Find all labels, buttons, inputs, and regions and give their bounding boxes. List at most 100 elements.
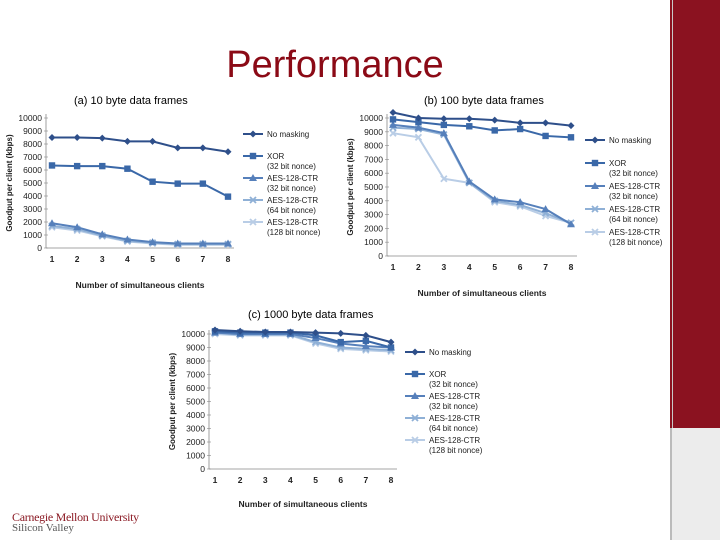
legend-label: AES-128-CTR xyxy=(267,196,318,205)
legend-marker xyxy=(591,228,599,236)
chart-a-svg: 0 1000 2000 3000 4000 5000 6000 7000 8000 9000 100… xyxy=(5,113,321,290)
data-point xyxy=(123,137,131,145)
data-point xyxy=(312,329,320,337)
legend-sublabel: (32 bit nonce) xyxy=(429,380,478,389)
y-tick-label: 9000 xyxy=(364,127,383,137)
x-tick-label: 5 xyxy=(313,475,318,485)
data-point xyxy=(414,123,423,131)
data-point xyxy=(387,338,395,346)
y-tick-label: 1000 xyxy=(186,451,205,461)
legend-label: AES-128-CTR xyxy=(267,174,318,183)
y-tick-label: 3000 xyxy=(186,424,205,434)
legend-label: XOR xyxy=(609,159,627,168)
data-point xyxy=(387,344,395,351)
legend-label: AES-128-CTR xyxy=(609,182,660,191)
side-accent-divider xyxy=(672,0,673,540)
x-tick-label: 8 xyxy=(389,475,394,485)
chart-c-caption: (c) 1000 byte data frames xyxy=(248,309,374,321)
data-point xyxy=(440,175,448,183)
data-point xyxy=(48,162,56,169)
y-axis-label: Goodput per client (kbps) xyxy=(5,134,14,232)
x-tick-label: 1 xyxy=(213,475,218,485)
data-point xyxy=(261,328,269,336)
legend-marker xyxy=(591,159,599,167)
legend-entry: AES-128-CTR(64 bit nonce) xyxy=(405,414,480,433)
data-point xyxy=(48,134,56,141)
legend-entry: AES-128-CTR(128 bit nonce) xyxy=(405,436,483,455)
slide-title: Performance xyxy=(226,44,444,86)
data-point xyxy=(466,123,473,130)
series-1 xyxy=(48,134,232,156)
data-point xyxy=(465,177,474,185)
x-tick-label: 7 xyxy=(363,475,368,485)
x-tick-label: 3 xyxy=(100,254,105,264)
data-point xyxy=(174,180,181,187)
data-point xyxy=(149,137,157,145)
y-tick-label: 8000 xyxy=(186,356,205,366)
legend-sublabel: (128 bit nonce) xyxy=(267,228,321,237)
data-point xyxy=(224,193,232,200)
x-axis-label: Number of simultaneous clients xyxy=(418,288,547,298)
x-tick-label: 8 xyxy=(226,254,231,264)
legend-marker xyxy=(249,196,257,204)
series-line xyxy=(51,164,229,198)
series-line xyxy=(214,328,392,344)
data-point xyxy=(199,180,207,187)
series-1 xyxy=(211,326,395,346)
chart-c: 0 1000 2000 3000 4000 5000 6000 7000 8000 9000 100… xyxy=(163,322,508,518)
x-tick-label: 4 xyxy=(467,262,472,272)
legend-label: No masking xyxy=(429,348,471,357)
legend-entry: AES-128-CTR(128 bit nonce) xyxy=(243,218,321,237)
legend-entry: No masking xyxy=(585,136,651,145)
y-tick-label: 4000 xyxy=(23,191,42,201)
x-tick-label: 5 xyxy=(150,254,155,264)
data-point xyxy=(516,119,524,127)
chart-a-caption: (a) 10 byte data frames xyxy=(74,95,188,107)
data-point xyxy=(199,144,207,152)
y-tick-label: 2000 xyxy=(23,217,42,227)
legend-entry: XOR(32 bit nonce) xyxy=(243,152,316,171)
legend-marker xyxy=(249,130,257,138)
y-tick-label: 3000 xyxy=(23,204,42,214)
data-point xyxy=(99,162,106,170)
x-tick-label: 6 xyxy=(518,262,523,272)
data-point xyxy=(415,118,422,126)
legend-label: XOR xyxy=(267,152,285,161)
x-axis-label: Number of simultaneous clients xyxy=(239,499,368,509)
legend-sublabel: (32 bit nonce) xyxy=(267,184,316,193)
y-tick-label: 4000 xyxy=(364,196,383,206)
series-line xyxy=(392,126,572,224)
y-tick-label: 10000 xyxy=(18,113,42,123)
legend-label: No masking xyxy=(267,130,309,139)
data-point xyxy=(362,331,370,339)
university-logo-name: Carnegie Mellon University xyxy=(12,510,139,524)
legend-marker xyxy=(411,436,419,444)
x-tick-label: 6 xyxy=(175,254,180,264)
legend-marker xyxy=(249,152,257,160)
x-tick-label: 1 xyxy=(391,262,396,272)
legend-label: AES-128-CTR xyxy=(609,228,660,237)
legend-entry: No masking xyxy=(405,348,471,357)
legend-marker xyxy=(591,136,599,144)
chart-a: 0 1000 2000 3000 4000 5000 6000 7000 8000 9000 100… xyxy=(0,108,345,298)
series-line xyxy=(52,136,229,153)
y-tick-label: 4000 xyxy=(186,410,205,420)
legend-marker xyxy=(591,182,599,189)
legend-entry: XOR(32 bit nonce) xyxy=(585,159,658,178)
data-point xyxy=(440,115,448,123)
university-logo-campus: Silicon Valley xyxy=(12,522,74,534)
legend-sublabel: (64 bit nonce) xyxy=(267,206,316,215)
data-point xyxy=(362,337,370,344)
series-3 xyxy=(48,219,232,247)
y-tick-label: 0 xyxy=(378,251,383,261)
data-point xyxy=(361,342,370,350)
data-point xyxy=(541,205,550,213)
x-axis-label: Number of simultaneous clients xyxy=(76,280,205,290)
x-tick-label: 8 xyxy=(569,262,574,272)
legend-entry: AES-128-CTR(32 bit nonce) xyxy=(243,174,318,193)
data-point xyxy=(389,116,397,123)
data-point xyxy=(542,119,550,127)
series-2 xyxy=(48,162,232,200)
y-tick-label: 10000 xyxy=(359,113,383,123)
chart-b-svg: 0 1000 2000 3000 4000 5000 6000 7000 8000 9000 100… xyxy=(346,108,663,298)
